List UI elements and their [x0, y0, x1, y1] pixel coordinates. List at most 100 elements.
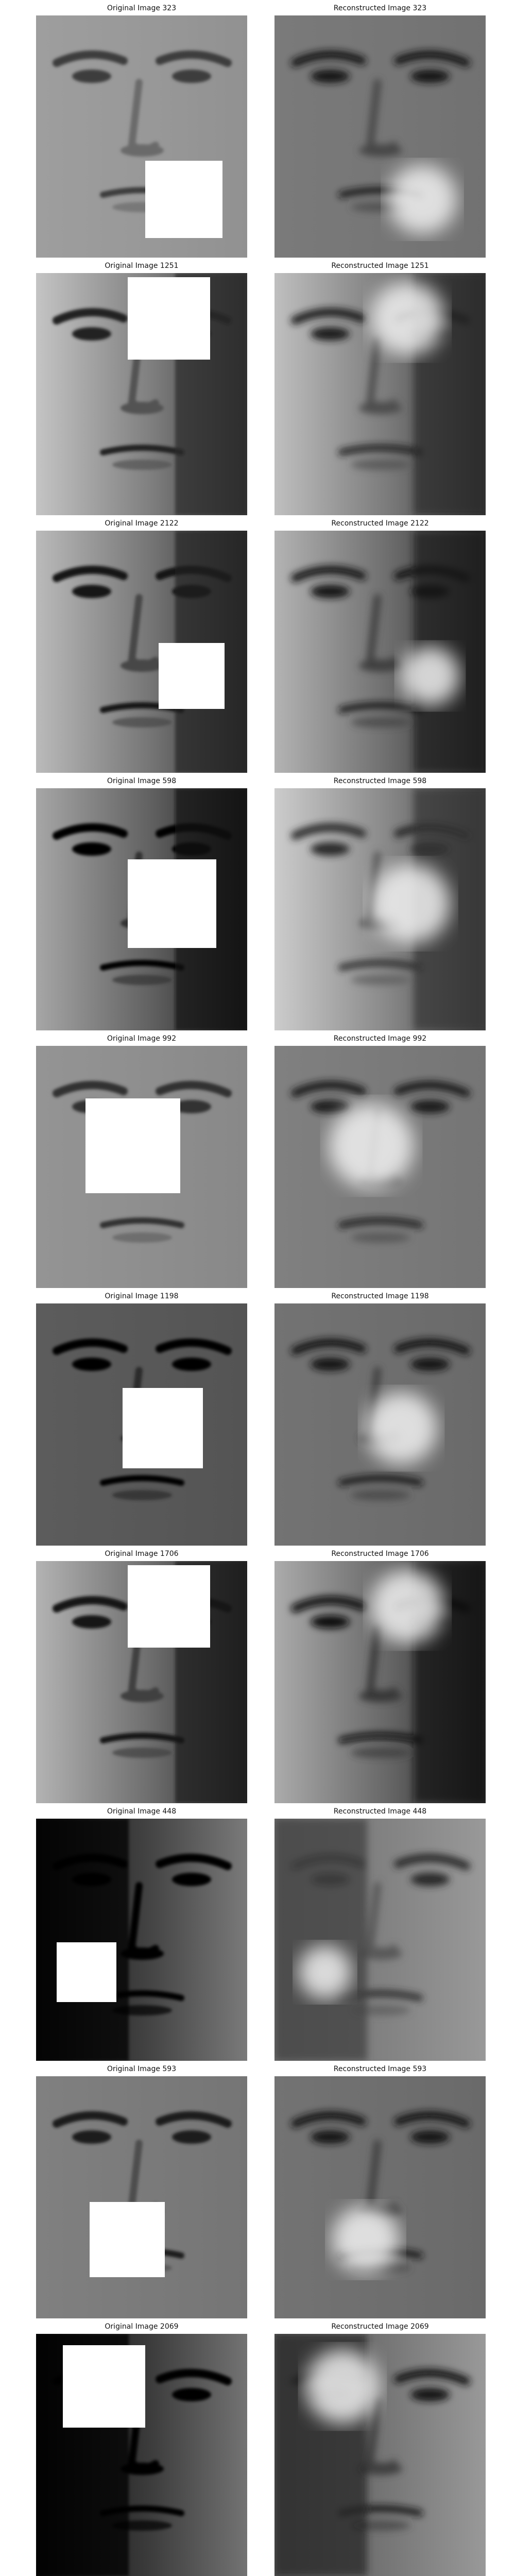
reconstructed-face-svg	[274, 1046, 486, 1288]
right-eye	[410, 1358, 450, 1371]
nostrils	[121, 659, 164, 672]
right-eye	[172, 1100, 211, 1113]
right-eye	[410, 70, 450, 83]
original-face-svg	[36, 273, 247, 515]
reconstructed-image-title: Reconstructed Image 1706	[331, 1550, 429, 1558]
left-eyebrow	[291, 823, 366, 840]
original-face-image	[36, 531, 247, 773]
left-eye	[72, 842, 111, 856]
lower-lip	[351, 975, 410, 985]
original-image-title: Original Image 1251	[105, 262, 179, 270]
left-eyebrow	[291, 50, 366, 67]
right-eyebrow	[156, 2111, 232, 2128]
right-eye	[172, 2130, 211, 2144]
left-eyebrow	[53, 823, 128, 840]
mouth	[100, 1733, 184, 1743]
right-eyebrow	[156, 2369, 232, 2385]
reconstructed-region	[332, 2206, 400, 2274]
original-image-title: Original Image 598	[107, 777, 177, 785]
reconstructed-face-image	[274, 273, 486, 515]
occlusion-patch	[128, 859, 216, 948]
reconstructed-face-image	[274, 1819, 486, 2061]
original-face-svg	[36, 788, 247, 1030]
original-face-image	[36, 2076, 247, 2318]
left-eye	[72, 585, 111, 598]
mouth	[338, 1733, 423, 1743]
left-eye	[72, 327, 111, 341]
left-eye	[311, 2130, 350, 2144]
reconstructed-image-title: Reconstructed Image 593	[333, 2065, 427, 2073]
original-face-svg	[36, 1561, 247, 1803]
reconstructed-face-svg	[274, 788, 486, 1030]
reconstructed-region	[400, 646, 460, 706]
right-eye	[410, 1873, 450, 1886]
left-eyebrow	[291, 308, 366, 325]
right-eye	[410, 2130, 450, 2144]
original-face-image	[36, 1561, 247, 1803]
right-eye	[172, 1873, 211, 1886]
reconstructed-face-image	[274, 788, 486, 1030]
reconstructed-face-svg	[274, 2334, 486, 2576]
reconstructed-region	[305, 2349, 380, 2424]
right-eyebrow	[394, 1081, 470, 1097]
left-eye	[72, 1358, 111, 1371]
lower-lip	[351, 1490, 410, 1500]
left-eyebrow	[53, 1338, 128, 1355]
occlusion-patch	[57, 1942, 116, 2002]
nostrils	[359, 1947, 402, 1960]
occlusion-patch	[128, 1565, 210, 1648]
original-face-svg	[36, 531, 247, 773]
reconstructed-image-title: Reconstructed Image 323	[333, 4, 427, 12]
mouth	[338, 1217, 423, 1228]
mouth	[338, 1475, 423, 1486]
right-eye	[172, 1358, 211, 1371]
left-eye	[311, 70, 350, 83]
left-eyebrow	[291, 566, 366, 582]
occlusion-patch	[145, 161, 222, 238]
lower-lip	[112, 717, 172, 727]
mouth	[100, 1217, 184, 1228]
left-eye	[311, 1615, 350, 1629]
occlusion-patch	[63, 2345, 145, 2428]
lower-lip	[112, 460, 172, 470]
reconstructed-region	[370, 1569, 444, 1643]
reconstructed-image-title: Reconstructed Image 598	[333, 777, 427, 785]
reconstructed-face-svg	[274, 1819, 486, 2061]
left-eye	[311, 1100, 350, 1113]
lower-lip	[112, 975, 172, 985]
lower-lip	[351, 717, 410, 727]
original-face-image	[36, 1303, 247, 1546]
occlusion-patch	[128, 277, 210, 360]
right-eyebrow	[394, 1338, 470, 1355]
right-eye	[172, 70, 211, 83]
original-image-title: Original Image 992	[107, 1035, 177, 1043]
nostrils	[359, 1690, 402, 1702]
reconstructed-face-image	[274, 2334, 486, 2576]
original-image-title: Original Image 1198	[105, 1292, 179, 1300]
original-face-svg	[36, 2334, 247, 2576]
right-eyebrow	[394, 2369, 470, 2385]
lower-lip	[112, 1748, 172, 1758]
reconstructed-region	[298, 1945, 352, 1999]
reconstructed-face-image	[274, 15, 486, 258]
left-eyebrow	[53, 2111, 128, 2128]
original-image-title: Original Image 1706	[105, 1550, 179, 1558]
left-eyebrow	[53, 308, 128, 325]
reconstructed-face-image	[274, 1046, 486, 1288]
left-eye	[311, 327, 350, 341]
right-eyebrow	[156, 1081, 232, 1097]
original-face-image	[36, 1819, 247, 2061]
original-image-title: Original Image 448	[107, 1807, 177, 1816]
original-face-svg	[36, 1303, 247, 1546]
left-eyebrow	[291, 2111, 366, 2128]
right-eye	[410, 2388, 450, 2401]
reconstructed-face-svg	[274, 531, 486, 773]
left-eye	[311, 842, 350, 856]
left-eyebrow	[53, 1081, 128, 1097]
original-face-svg	[36, 15, 247, 258]
reconstructed-region	[329, 1103, 414, 1189]
lower-lip	[351, 1232, 410, 1243]
lower-lip	[112, 1490, 172, 1500]
original-face-image	[36, 273, 247, 515]
reconstructed-image-title: Reconstructed Image 992	[333, 1035, 427, 1043]
